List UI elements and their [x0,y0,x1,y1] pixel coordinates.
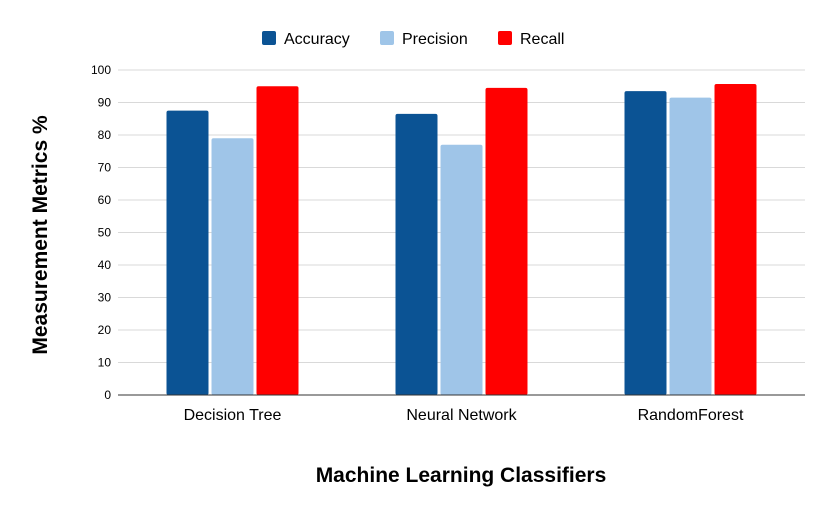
y-tick-label: 70 [98,161,112,175]
y-axis-ticks: 0 10 20 30 40 50 60 70 80 90 100 [91,63,111,402]
y-tick-label: 60 [98,193,112,207]
bar-recall-randomforest [714,83,757,395]
bar-recall-decision-tree [256,86,299,395]
legend-label-precision: Precision [402,31,468,48]
y-tick-label: 0 [104,388,111,402]
y-tick-label: 80 [98,128,112,142]
y-tick-label: 50 [98,226,112,240]
y-tick-label: 100 [91,63,111,77]
bar-accuracy-neural-network [395,113,438,395]
legend: Accuracy Precision Recall [262,31,564,48]
legend-swatch-accuracy [262,31,276,45]
x-category-label: RandomForest [638,407,744,424]
legend-swatch-precision [380,31,394,45]
y-axis-title: Measurement Metrics % [29,115,52,355]
bars [166,83,757,395]
bar-accuracy-randomforest [624,91,667,395]
bar-precision-decision-tree [211,138,254,395]
bar-recall-neural-network [485,87,528,395]
legend-swatch-recall [498,31,512,45]
y-tick-label: 20 [98,323,112,337]
legend-label-accuracy: Accuracy [284,31,350,48]
x-axis-title: Machine Learning Classifiers [316,464,607,487]
bar-precision-randomforest [669,97,712,395]
bar-precision-neural-network [440,144,483,395]
y-tick-label: 90 [98,96,112,110]
y-tick-label: 40 [98,258,112,272]
bar-accuracy-decision-tree [166,110,209,395]
legend-label-recall: Recall [520,31,564,48]
y-tick-label: 10 [98,356,112,370]
x-category-label: Decision Tree [184,407,282,424]
x-category-label: Neural Network [406,407,517,424]
x-axis-categories: Decision Tree Neural Network RandomForest [184,407,744,424]
y-tick-label: 30 [98,291,112,305]
